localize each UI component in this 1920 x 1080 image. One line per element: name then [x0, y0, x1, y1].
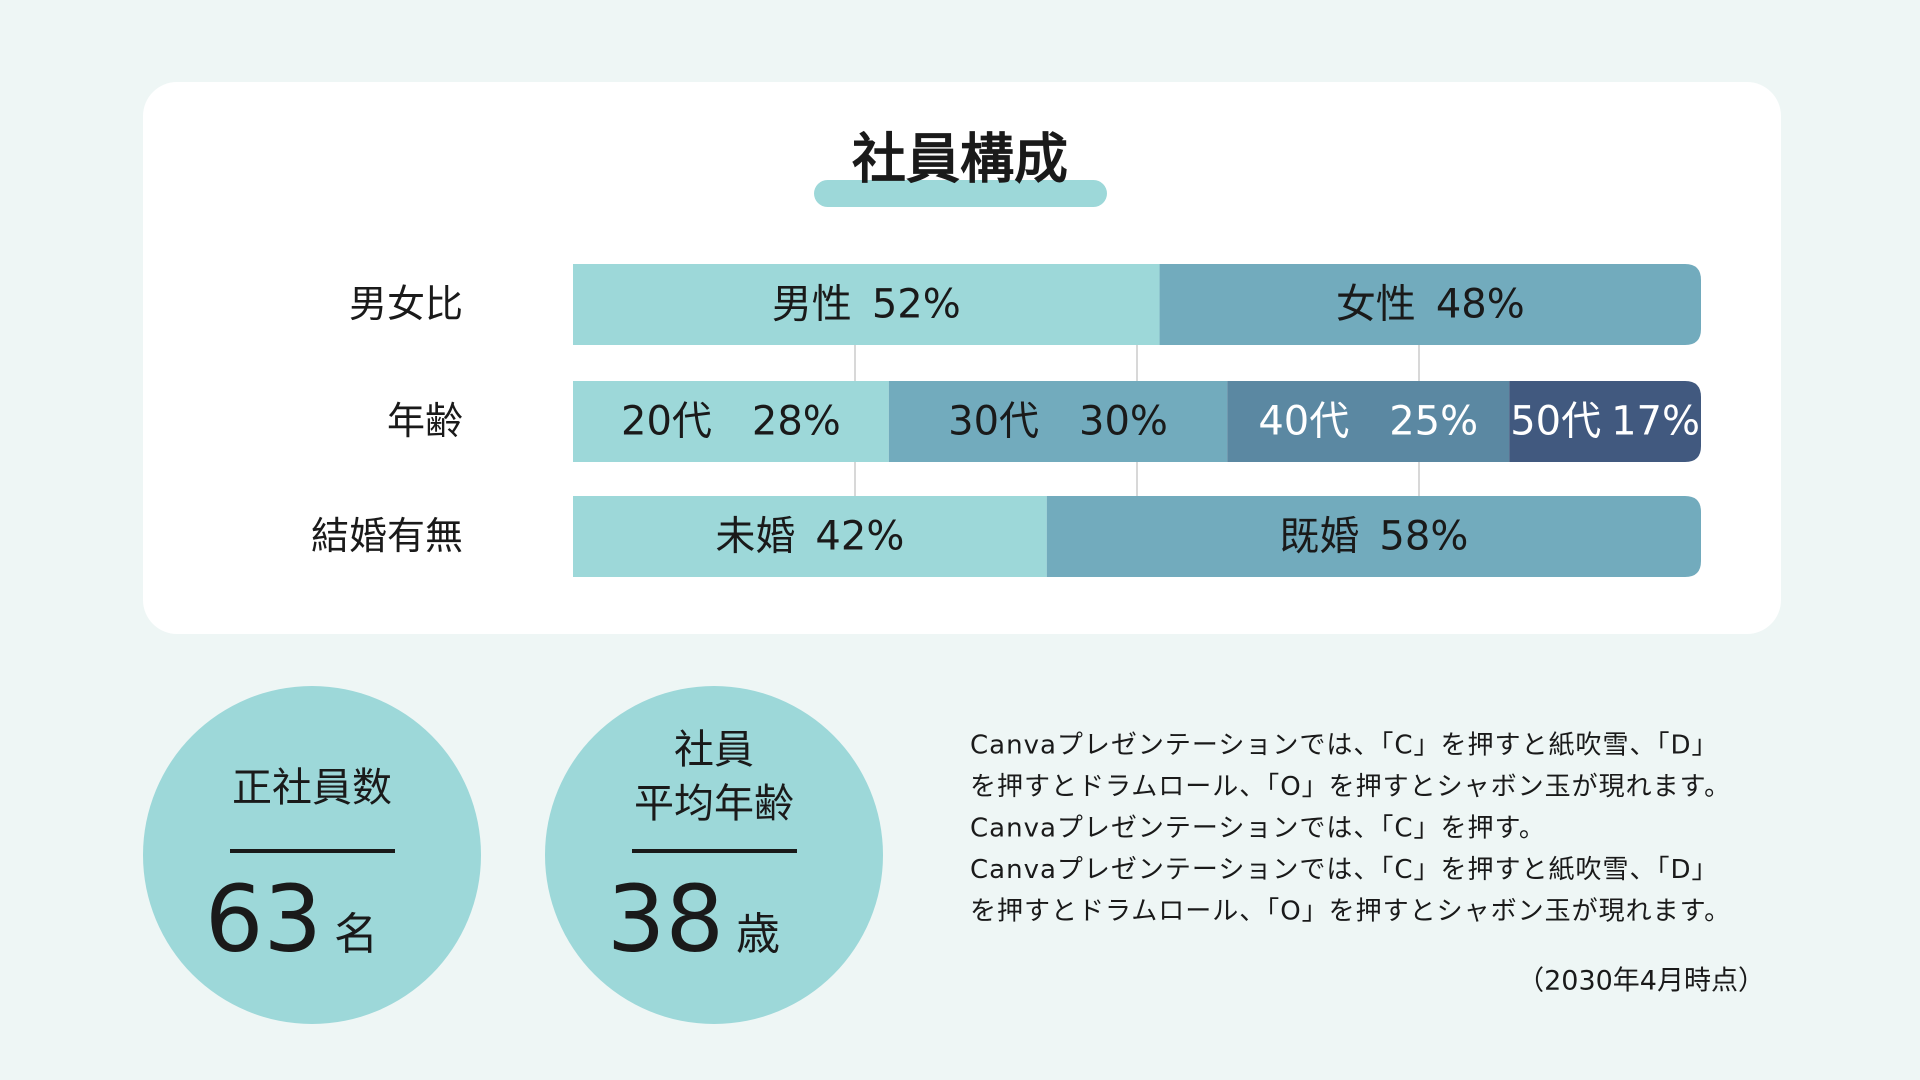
segment-value: 17% — [1611, 399, 1700, 445]
stat-value: 63 — [205, 865, 322, 972]
segment-name: 既婚 — [1279, 514, 1359, 560]
segment-value: 28% — [752, 399, 841, 445]
stat-circle — [143, 686, 481, 1024]
segment-value: 48% — [1436, 282, 1525, 328]
note-line: Canvaプレゼンテーションでは、「C」を押すと紙吹雪、「D」 — [970, 731, 1719, 761]
bar-segment — [1227, 381, 1510, 462]
row-label: 結婚有無 — [311, 514, 463, 558]
date-note: （2030年4月時点） — [1517, 966, 1765, 997]
stat-label: 社員 — [674, 727, 754, 773]
segment-value: 58% — [1379, 514, 1468, 560]
bar-segment — [573, 264, 1160, 345]
segment-label: 50代 17% — [1510, 399, 1700, 445]
bar-segment — [1046, 496, 1701, 577]
stat-divider — [632, 849, 797, 853]
segment-name: 20代 — [621, 399, 712, 445]
title-highlight — [814, 180, 1107, 207]
stat-label: 平均年齢 — [634, 781, 794, 827]
segment-label: 男性 52% — [772, 282, 961, 328]
segment-label: 女性 48% — [1336, 282, 1525, 328]
bar-segment — [573, 381, 889, 462]
stat-unit: 名 — [334, 909, 378, 960]
segment-value: 42% — [815, 514, 904, 560]
segment-name: 30代 — [948, 399, 1039, 445]
note-line: Canvaプレゼンテーションでは、「C」を押すと紙吹雪、「D」 — [970, 855, 1719, 885]
segment-name: 女性 — [1336, 282, 1416, 328]
segment-label: 20代 28% — [621, 399, 841, 445]
note-line: を押すとドラムロール、「O」を押すとシャボン玉が現れます。 — [970, 772, 1731, 802]
segment-label: 30代 30% — [948, 399, 1168, 445]
segment-label: 40代 25% — [1258, 399, 1478, 445]
segment-label: 既婚 58% — [1279, 514, 1468, 560]
row-label: 男女比 — [349, 282, 463, 326]
stat-unit: 歳 — [736, 909, 780, 960]
bar-segment — [888, 381, 1228, 462]
stat-circle — [545, 686, 883, 1024]
stat-value: 38 — [607, 865, 724, 972]
row-label: 年齢 — [387, 399, 463, 443]
bar-segment — [573, 496, 1047, 577]
bar-segment — [1159, 264, 1701, 345]
segment-value: 25% — [1389, 399, 1478, 445]
segment-name: 40代 — [1258, 399, 1349, 445]
segment-name: 未婚 — [715, 514, 795, 560]
note-line: Canvaプレゼンテーションでは、「C」を押す。 — [970, 814, 1546, 844]
segment-name: 50代 — [1510, 399, 1601, 445]
segment-name: 男性 — [772, 282, 852, 328]
segment-value: 52% — [872, 282, 961, 328]
chart-title: 社員構成 — [852, 128, 1068, 191]
note-line: を押すとドラムロール、「O」を押すとシャボン玉が現れます。 — [970, 897, 1731, 927]
stat-divider — [230, 849, 395, 853]
segment-label: 未婚 42% — [715, 514, 904, 560]
segment-value: 30% — [1079, 399, 1168, 445]
bar-segment — [1509, 381, 1701, 462]
stat-label: 正社員数 — [232, 765, 392, 811]
